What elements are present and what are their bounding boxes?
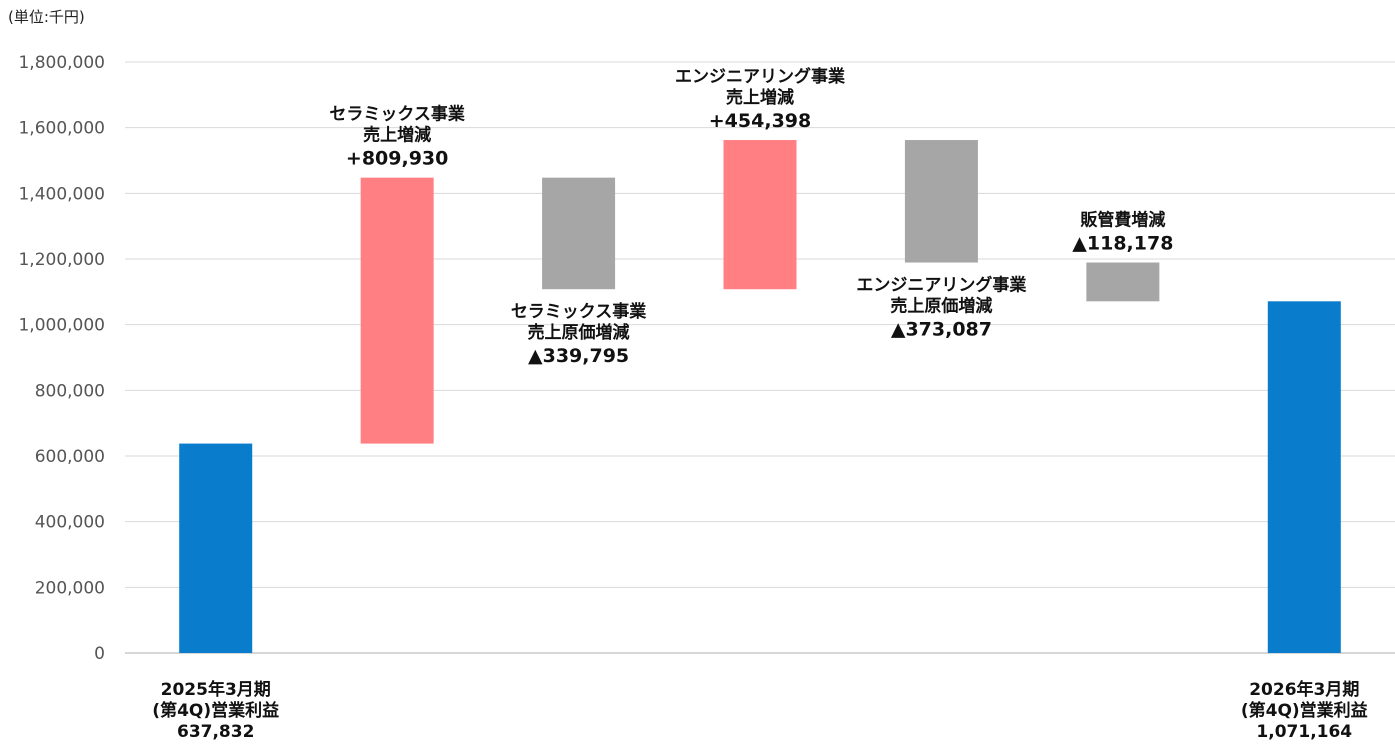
y-tick-label: 800,000: [35, 381, 105, 401]
bar-increase: [360, 177, 434, 444]
category-label: (第4Q)営業利益: [152, 700, 279, 721]
data-label: セラミックス事業: [511, 301, 647, 322]
data-label: +809,930: [346, 148, 448, 170]
data-label: エンジニアリング事業: [675, 66, 845, 87]
label-layer: 2025年3月期(第4Q)営業利益637,832セラミックス事業売上増減+809…: [152, 66, 1367, 742]
data-label: +454,398: [709, 110, 811, 132]
unit-label: (単位:千円): [8, 8, 85, 26]
y-tick-label: 1,800,000: [18, 53, 105, 73]
bar-increase: [723, 140, 797, 290]
data-label: ▲339,795: [528, 345, 629, 367]
y-tick-label: 200,000: [35, 578, 105, 598]
category-label: 1,071,164: [1256, 722, 1352, 742]
data-label: 売上原価増減: [890, 296, 992, 317]
data-label: セラミックス事業: [329, 104, 465, 125]
category-label: 2025年3月期: [161, 679, 271, 700]
y-tick-label: 1,400,000: [18, 184, 105, 204]
data-label: 売上増減: [363, 125, 431, 146]
y-tick-label: 400,000: [35, 513, 105, 533]
data-label: 売上増減: [726, 87, 794, 108]
bar-layer: [179, 140, 1341, 653]
y-tick-label: 0: [94, 644, 105, 664]
bar-decrease: [904, 140, 978, 263]
data-label: 販管費増減: [1080, 210, 1165, 231]
bar-total: [1267, 301, 1341, 653]
data-label: ▲118,178: [1072, 233, 1173, 255]
bar-total: [179, 443, 253, 653]
y-tick-label: 1,200,000: [18, 250, 105, 270]
category-label: (第4Q)営業利益: [1241, 700, 1368, 721]
y-tick-label: 600,000: [35, 447, 105, 467]
data-label: ▲373,087: [891, 319, 992, 341]
bar-decrease: [542, 177, 616, 290]
data-label: 売上原価増減: [528, 322, 630, 343]
grid-layer: 0 200,000 400,000 600,000 800,000 1,000,000 1,…: [18, 53, 1395, 664]
bar-decrease: [1086, 262, 1160, 302]
category-label: 2026年3月期: [1249, 679, 1359, 700]
category-label: 637,832: [177, 722, 254, 742]
y-tick-label: 1,600,000: [18, 119, 105, 139]
y-tick-label: 1,000,000: [18, 316, 105, 336]
data-label: エンジニアリング事業: [856, 275, 1026, 296]
